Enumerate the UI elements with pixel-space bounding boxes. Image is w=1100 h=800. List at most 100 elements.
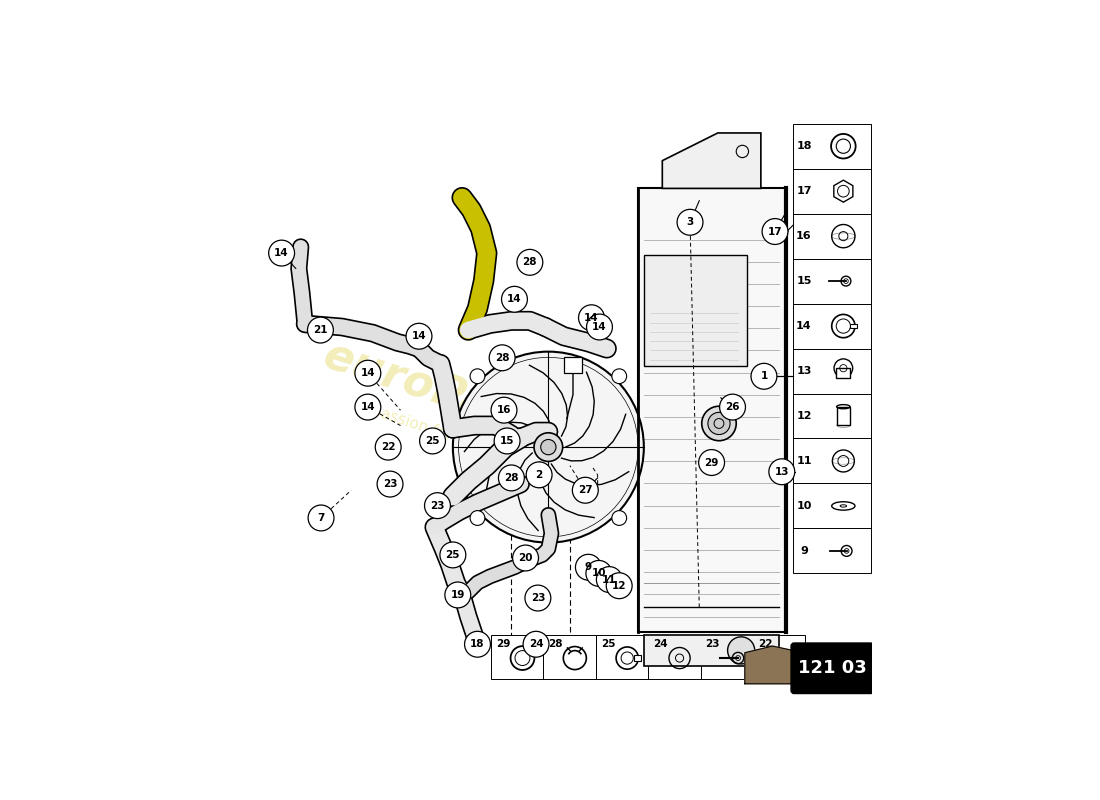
Circle shape [444, 582, 471, 608]
Bar [850, 324, 857, 329]
Circle shape [612, 369, 627, 384]
Bar [648, 635, 701, 679]
Circle shape [355, 360, 381, 386]
Polygon shape [745, 646, 803, 684]
Circle shape [702, 406, 736, 441]
Text: 13: 13 [796, 366, 812, 376]
Text: 7: 7 [318, 513, 324, 523]
Text: 28: 28 [548, 639, 563, 650]
Text: 14: 14 [796, 321, 812, 331]
Text: 14: 14 [507, 294, 521, 304]
Circle shape [308, 317, 333, 343]
Text: 21: 21 [314, 325, 328, 335]
Text: 11: 11 [602, 574, 617, 585]
Circle shape [526, 462, 552, 488]
Text: 18: 18 [796, 142, 812, 151]
Circle shape [698, 450, 725, 475]
Text: 14: 14 [411, 331, 427, 342]
Bar [837, 406, 850, 426]
Text: 27: 27 [578, 486, 593, 495]
Text: euroParts: euroParts [318, 334, 563, 450]
Text: 2: 2 [536, 470, 542, 480]
Circle shape [525, 585, 551, 611]
Text: 16: 16 [796, 231, 812, 241]
Text: 24: 24 [653, 639, 668, 650]
Circle shape [596, 566, 623, 593]
Circle shape [769, 459, 794, 485]
Circle shape [708, 412, 730, 434]
Circle shape [575, 554, 602, 580]
Circle shape [375, 434, 402, 460]
Text: 22: 22 [758, 639, 772, 650]
Text: 28: 28 [504, 473, 518, 483]
Text: 16: 16 [497, 405, 512, 415]
Bar [793, 124, 870, 169]
Bar [793, 394, 870, 438]
Text: 23: 23 [530, 593, 546, 603]
Text: 19: 19 [451, 590, 465, 600]
Bar [701, 635, 752, 679]
Circle shape [572, 478, 598, 503]
Text: 29: 29 [496, 639, 510, 650]
Text: 22: 22 [381, 442, 395, 452]
Text: 9: 9 [800, 546, 807, 556]
Text: 25: 25 [601, 639, 615, 650]
Text: 24: 24 [529, 639, 543, 650]
Bar [793, 258, 870, 303]
Circle shape [612, 510, 627, 526]
Text: 15: 15 [499, 436, 515, 446]
Text: 17: 17 [796, 186, 812, 196]
Bar [634, 655, 641, 661]
Circle shape [494, 428, 520, 454]
Text: 1: 1 [760, 371, 768, 382]
Text: 3: 3 [686, 218, 694, 227]
Circle shape [586, 561, 612, 586]
Bar [491, 635, 543, 679]
Circle shape [464, 631, 491, 657]
Bar [793, 169, 870, 214]
Text: 14: 14 [361, 368, 375, 378]
Text: 28: 28 [495, 353, 509, 363]
Circle shape [678, 210, 703, 235]
Circle shape [502, 286, 527, 312]
Circle shape [425, 493, 450, 518]
Bar [638, 189, 785, 632]
Text: 13: 13 [774, 466, 789, 477]
Circle shape [586, 314, 613, 340]
Bar [793, 483, 870, 529]
Text: 11: 11 [796, 456, 812, 466]
Text: 121 03: 121 03 [798, 659, 867, 678]
Circle shape [419, 428, 446, 454]
Circle shape [268, 240, 295, 266]
Text: 23: 23 [705, 639, 719, 650]
Text: 9: 9 [585, 562, 592, 572]
Circle shape [377, 471, 403, 497]
Bar [563, 358, 582, 373]
Text: 29: 29 [704, 458, 718, 467]
Bar [793, 529, 870, 574]
Text: 26: 26 [725, 402, 740, 412]
Bar [793, 214, 870, 258]
Text: 25: 25 [446, 550, 460, 560]
Circle shape [440, 542, 465, 568]
Text: 10: 10 [796, 501, 812, 511]
Circle shape [579, 305, 604, 330]
Circle shape [513, 545, 539, 571]
Circle shape [517, 250, 542, 275]
Circle shape [355, 394, 381, 420]
Circle shape [490, 345, 515, 370]
Circle shape [470, 510, 485, 526]
Circle shape [406, 323, 432, 349]
Circle shape [491, 398, 517, 423]
Circle shape [524, 631, 549, 657]
Text: 28: 28 [522, 258, 537, 267]
Circle shape [719, 394, 746, 420]
Text: 12: 12 [796, 411, 812, 421]
Text: 14: 14 [584, 313, 598, 322]
Text: 14: 14 [274, 248, 289, 258]
Circle shape [541, 439, 556, 454]
Text: 14: 14 [592, 322, 607, 332]
Text: a passion for cars since 1985: a passion for cars since 1985 [356, 399, 574, 482]
Bar [596, 635, 648, 679]
Bar [836, 368, 850, 378]
